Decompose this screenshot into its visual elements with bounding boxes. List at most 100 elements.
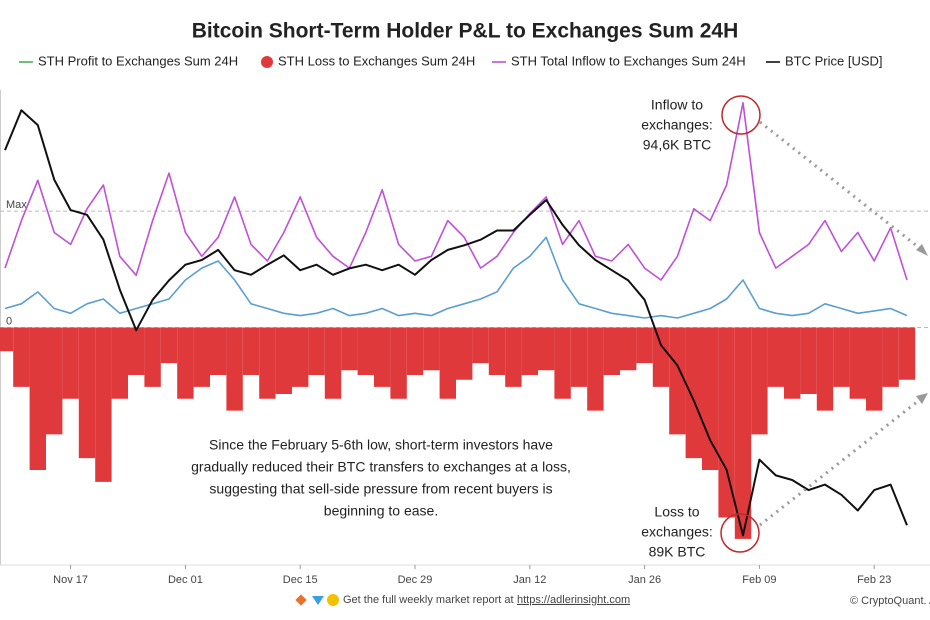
loss-bar bbox=[324, 327, 342, 399]
loss-bar bbox=[423, 327, 440, 371]
loss-bar bbox=[734, 327, 752, 539]
annotation: gradually reduced their BTC transfers to… bbox=[191, 459, 571, 475]
loss-bar bbox=[177, 327, 194, 399]
chart-title: Bitcoin Short-Term Holder P&L to Exchang… bbox=[192, 20, 738, 43]
loss-bar bbox=[374, 327, 391, 387]
annotation: 89K BTC bbox=[649, 544, 706, 560]
legend-label: STH Profit to Exchanges Sum 24H bbox=[38, 53, 238, 68]
annotations: Inflow to exchanges: 94,6K BTC Loss to excha… bbox=[191, 97, 713, 560]
loss-bar bbox=[587, 327, 604, 411]
series-line bbox=[4, 236, 908, 319]
legend-swatch bbox=[261, 56, 273, 68]
plot: Max 0 bbox=[0, 102, 930, 539]
loss-bar bbox=[275, 327, 292, 394]
loss-bar bbox=[636, 327, 653, 364]
loss-bar bbox=[390, 327, 407, 399]
arrow bbox=[759, 120, 923, 252]
loss-bar bbox=[78, 327, 96, 459]
loss-bar bbox=[620, 327, 637, 371]
loss-bar bbox=[128, 327, 145, 375]
loss-bar bbox=[406, 327, 424, 375]
series-line bbox=[4, 109, 908, 537]
annotation: Inflow to bbox=[651, 97, 703, 113]
annotation: Loss to bbox=[654, 504, 699, 520]
highlight-circle bbox=[720, 513, 760, 553]
loss-bar bbox=[242, 327, 260, 375]
loss-bar bbox=[193, 327, 210, 387]
loss-bar bbox=[0, 327, 14, 352]
x-tick-label: Dec 29 bbox=[398, 574, 433, 586]
loss-bar bbox=[767, 327, 784, 387]
x-tick-label: Dec 15 bbox=[283, 574, 318, 586]
x-tick-label: Feb 23 bbox=[857, 574, 891, 586]
legend-label: STH Total Inflow to Exchanges Sum 24H bbox=[511, 53, 746, 68]
annotation: Since the February 5-6th low, short-term… bbox=[209, 437, 553, 453]
x-tick-label: Jan 12 bbox=[513, 574, 546, 586]
arrow-head bbox=[916, 393, 928, 404]
x-tick-label: Jan 26 bbox=[628, 574, 661, 586]
annotation: 94,6K BTC bbox=[643, 137, 711, 153]
loss-bar bbox=[669, 327, 686, 435]
loss-bar bbox=[29, 327, 46, 470]
loss-bar bbox=[505, 327, 522, 387]
loss-bar bbox=[488, 327, 506, 375]
loss-bar bbox=[472, 327, 489, 364]
loss-bar bbox=[308, 327, 325, 375]
icon bbox=[327, 594, 339, 606]
annotation: exchanges: bbox=[641, 117, 713, 133]
loss-bar bbox=[833, 327, 850, 387]
series-line bbox=[4, 102, 908, 281]
loss-bar bbox=[13, 327, 30, 387]
loss-bar bbox=[866, 327, 883, 411]
y-tick-label: Max bbox=[6, 199, 27, 211]
x-tick-label: Dec 01 bbox=[168, 574, 203, 586]
icon bbox=[312, 596, 324, 605]
loss-bar bbox=[685, 327, 702, 459]
x-tick-label: Feb 09 bbox=[742, 574, 776, 586]
loss-bar bbox=[784, 327, 801, 399]
highlight-circle bbox=[721, 95, 761, 135]
loss-bar bbox=[849, 327, 866, 399]
loss-bar bbox=[259, 327, 276, 399]
loss-bar bbox=[341, 327, 358, 371]
loss-bar bbox=[882, 327, 899, 387]
credit: © CryptoQuant. All bbox=[850, 595, 930, 607]
loss-bar bbox=[521, 327, 538, 375]
footer-text: Get the full weekly market report at bbox=[343, 594, 514, 606]
loss-bar bbox=[210, 327, 227, 375]
loss-bar bbox=[46, 327, 63, 435]
loss-bar bbox=[570, 327, 588, 387]
annotation: beginning to ease. bbox=[324, 503, 438, 519]
loss-bar bbox=[160, 327, 178, 364]
loss-bar bbox=[538, 327, 555, 371]
loss-bar bbox=[800, 327, 817, 394]
loss-bar bbox=[292, 327, 309, 387]
icon bbox=[295, 594, 307, 606]
annotation: exchanges: bbox=[641, 524, 713, 540]
loss-bar bbox=[702, 327, 719, 470]
loss-bar bbox=[111, 327, 128, 399]
legend-label: BTC Price [USD] bbox=[785, 53, 883, 68]
footer-link[interactable]: https://adlerinsight.com bbox=[517, 594, 630, 606]
y-tick-label: 0 bbox=[6, 315, 12, 327]
loss-bar bbox=[95, 327, 112, 482]
arrow-head bbox=[916, 244, 928, 256]
x-tick-label: Nov 17 bbox=[53, 574, 88, 586]
loss-bar bbox=[456, 327, 473, 380]
loss-bar bbox=[554, 327, 571, 399]
loss-bar bbox=[652, 327, 670, 387]
loss-bar bbox=[603, 327, 620, 375]
loss-bar bbox=[226, 327, 243, 411]
legend-label: STH Loss to Exchanges Sum 24H bbox=[278, 53, 475, 68]
arrow bbox=[759, 396, 923, 527]
loss-bar bbox=[357, 327, 374, 375]
loss-bar bbox=[751, 327, 768, 435]
loss-bar bbox=[144, 327, 161, 387]
annotation: suggesting that sell-side pressure from … bbox=[209, 481, 552, 497]
loss-bar bbox=[439, 327, 456, 399]
loss-bar bbox=[898, 327, 916, 380]
loss-bar bbox=[816, 327, 834, 411]
loss-bar bbox=[62, 327, 79, 399]
loss-bar bbox=[718, 327, 735, 518]
